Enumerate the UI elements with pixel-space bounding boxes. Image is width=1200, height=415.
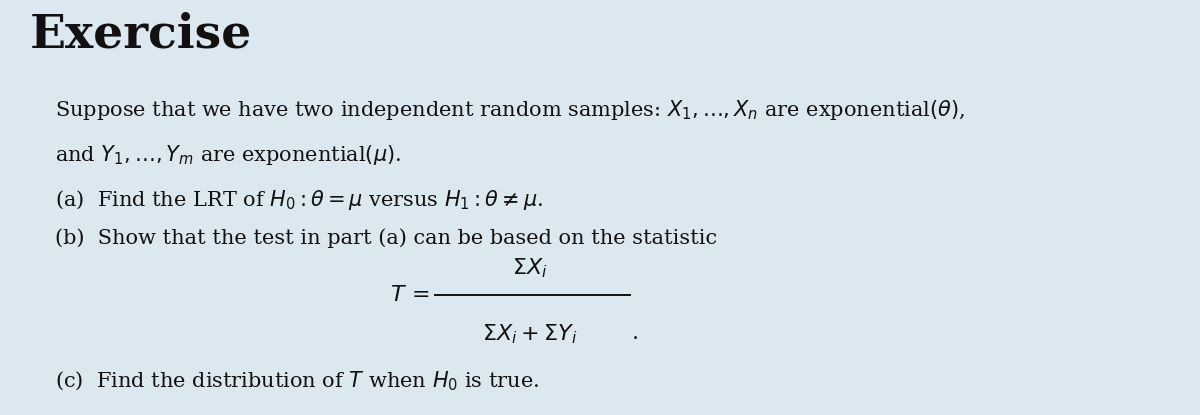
Text: .: . <box>632 322 640 344</box>
Text: (a)  Find the LRT of $H_0: \theta = \mu$ versus $H_1: \theta \neq \mu$.: (a) Find the LRT of $H_0: \theta = \mu$ … <box>55 188 544 212</box>
Text: $T\, =$: $T\, =$ <box>390 284 430 306</box>
Text: $\Sigma X_i + \Sigma Y_i$: $\Sigma X_i + \Sigma Y_i$ <box>482 322 577 346</box>
Text: and $Y_1,\ldots, Y_m$ are exponential$(\mu)$.: and $Y_1,\ldots, Y_m$ are exponential$(\… <box>55 143 401 167</box>
Text: $\Sigma X_i$: $\Sigma X_i$ <box>512 256 547 280</box>
Text: Exercise: Exercise <box>30 12 252 58</box>
Text: Suppose that we have two independent random samples: $X_1,\ldots, X_n$ are expon: Suppose that we have two independent ran… <box>55 98 965 122</box>
Text: (c)  Find the distribution of $T$ when $H_0$ is true.: (c) Find the distribution of $T$ when $H… <box>55 370 539 393</box>
Text: (b)  Show that the test in part (a) can be based on the statistic: (b) Show that the test in part (a) can b… <box>55 228 718 248</box>
